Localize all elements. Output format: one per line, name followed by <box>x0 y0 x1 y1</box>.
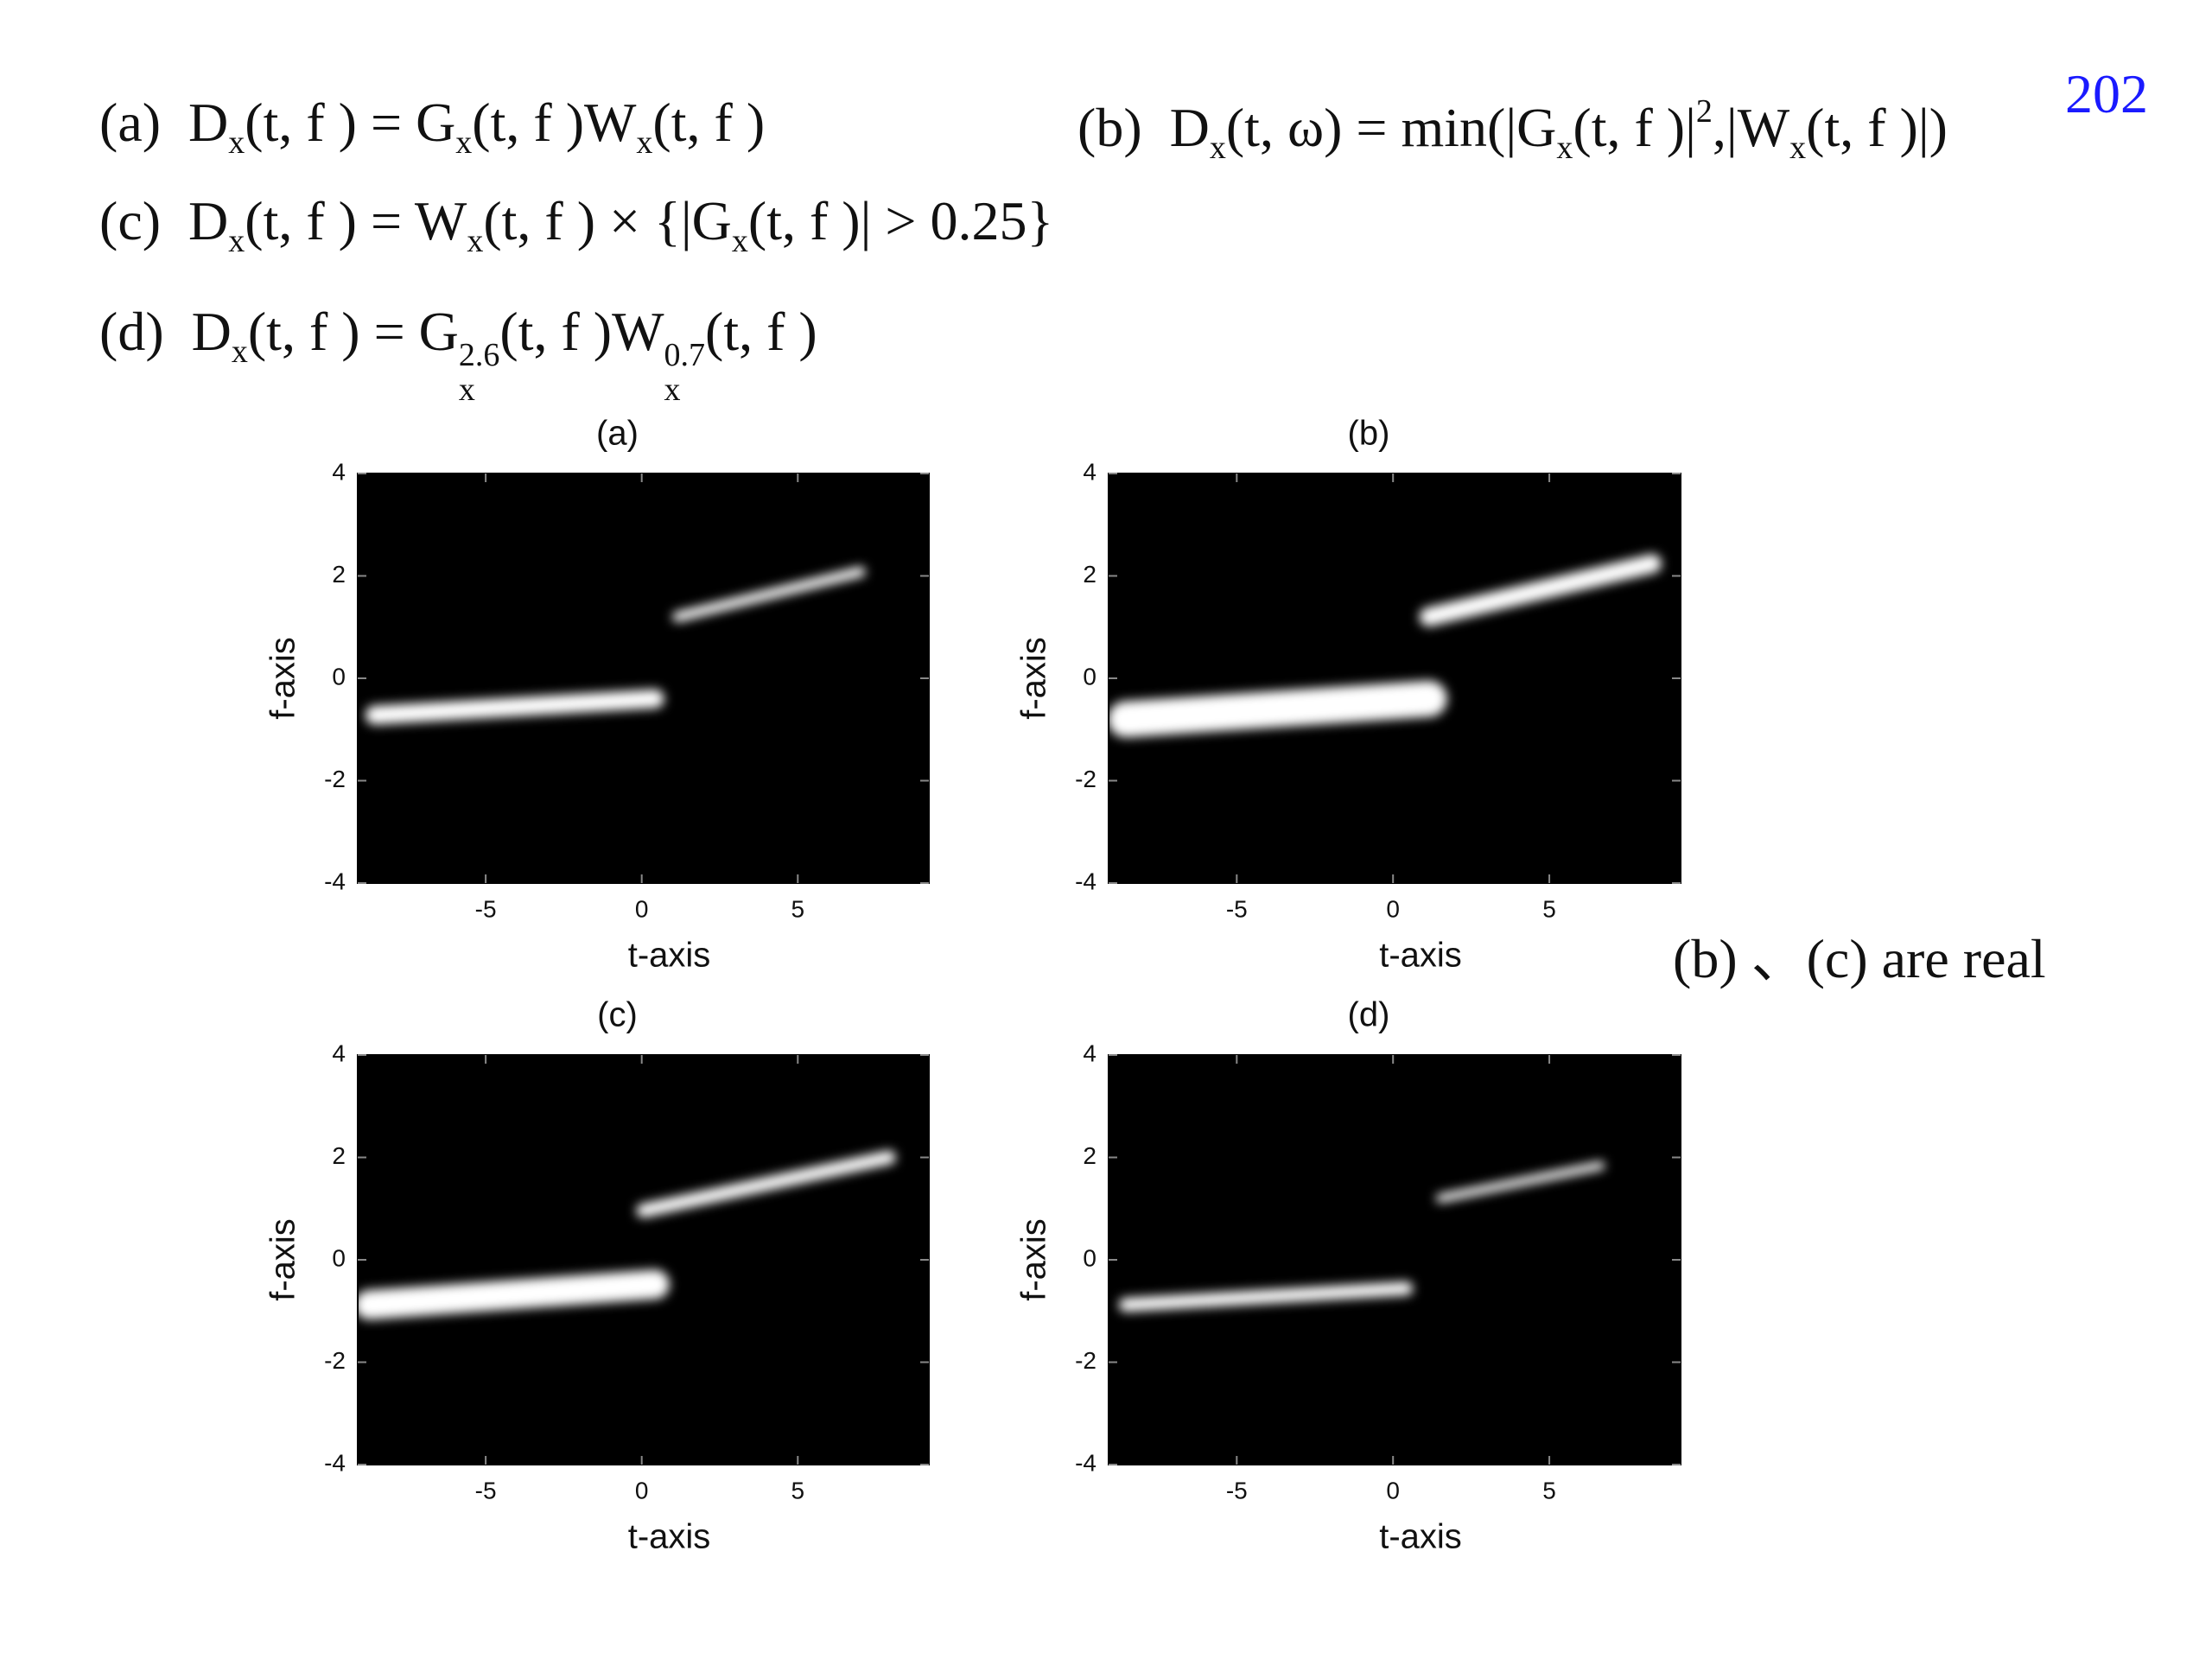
equation-part: x <box>1789 130 1807 166</box>
y-tick-label: 4 <box>1083 458 1096 485</box>
streak <box>1435 1160 1605 1203</box>
y-axis-label: f-axis <box>1015 637 1053 720</box>
equation-part: (t, f ) <box>652 92 766 153</box>
y-tick-label: -2 <box>1075 1347 1096 1374</box>
equation-part: (t, f )|) <box>1806 97 1948 158</box>
plot-area <box>1109 1055 1681 1465</box>
equation: (d) Dx(t, f ) = G 2.6 x (t, f )W 0.7 x (t, f ) <box>99 304 817 408</box>
equation-part: (t, f ) = G <box>245 92 456 153</box>
equation-part: (t, f )W <box>472 92 637 153</box>
y-tick-label: 0 <box>1083 1244 1096 1271</box>
equation-part: (c) D <box>99 190 229 251</box>
equation-part: x <box>228 223 245 259</box>
y-tick-label: -2 <box>1075 766 1096 792</box>
x-tick-label: -5 <box>1226 1477 1248 1503</box>
page-number: 202 <box>2065 63 2148 124</box>
y-tick-label: -2 <box>324 766 346 792</box>
streak <box>636 1150 896 1218</box>
equation-part: (t, ω) = min(|G <box>1225 97 1557 158</box>
y-tick-label: 2 <box>332 561 346 588</box>
y-tick-label: 0 <box>332 1244 346 1271</box>
equation-part: 0.7 <box>664 337 706 373</box>
y-tick-label: 4 <box>332 458 346 485</box>
equation-part: (t, f ) = G <box>247 301 459 362</box>
x-tick-label: 0 <box>635 1477 649 1503</box>
equation-part: x <box>1209 130 1226 166</box>
sup-sub: 0.7 x <box>664 337 706 408</box>
y-tick-label: 0 <box>1083 663 1096 690</box>
y-tick-label: -4 <box>1075 868 1096 894</box>
equation-part: (t, f ) <box>705 301 817 362</box>
y-axis-label: f-axis <box>1015 1218 1053 1301</box>
x-tick-label: 5 <box>791 895 805 922</box>
streak <box>1107 680 1447 738</box>
plot-title: (d) <box>1348 996 1390 1034</box>
equation-part: 2 <box>1695 93 1713 130</box>
equation-part: x <box>231 334 248 370</box>
equation-part: x <box>636 124 653 161</box>
x-tick-label: -5 <box>475 1477 497 1503</box>
equation-part: x <box>458 371 475 408</box>
x-axis-label: t-axis <box>1379 1518 1462 1556</box>
x-tick-label: -5 <box>1226 895 1248 922</box>
x-tick-label: 0 <box>635 895 649 922</box>
equation: (c) Dx(t, f ) = Wx(t, f ) × {|Gx(t, f )|… <box>99 194 1053 259</box>
y-tick-label: 2 <box>1083 561 1096 588</box>
y-axis-label: f-axis <box>264 637 302 720</box>
streak <box>672 566 866 622</box>
plot-area <box>1109 474 1681 883</box>
x-tick-label: 5 <box>1542 895 1556 922</box>
equation-part: (t, f )W <box>499 301 664 362</box>
y-axis-label: f-axis <box>264 1218 302 1301</box>
equation-part: x <box>455 124 473 161</box>
x-tick-label: -5 <box>475 895 497 922</box>
plot-title: (a) <box>596 415 639 453</box>
x-tick-label: 0 <box>1386 895 1400 922</box>
x-axis-label: t-axis <box>1379 937 1462 975</box>
y-tick-label: 4 <box>1083 1039 1096 1066</box>
y-tick-label: -4 <box>324 1449 346 1476</box>
y-tick-label: 2 <box>332 1142 346 1169</box>
sup-sub: 2.6 x <box>458 337 500 408</box>
y-tick-label: -2 <box>324 1347 346 1374</box>
equation-part: x <box>731 223 748 259</box>
x-tick-label: 5 <box>1542 1477 1556 1503</box>
equation-part: x <box>228 124 245 161</box>
streak <box>365 689 664 725</box>
y-tick-label: 2 <box>1083 1142 1096 1169</box>
plot-title: (c) <box>597 996 638 1034</box>
plot-area <box>358 474 929 883</box>
x-axis-label: t-axis <box>628 1518 711 1556</box>
plot-title: (b) <box>1348 415 1390 453</box>
streak <box>1419 554 1662 626</box>
equation-part: (a) D <box>99 92 229 153</box>
y-tick-label: -4 <box>1075 1449 1096 1476</box>
streak <box>1118 1281 1414 1313</box>
equation-part: ,|W <box>1712 97 1790 158</box>
equation-part: (d) D <box>99 301 232 362</box>
equation-part: x <box>664 371 681 408</box>
x-tick-label: 5 <box>791 1477 805 1503</box>
note: (b) 、(c) are real <box>1673 928 2046 989</box>
x-tick-label: 0 <box>1386 1477 1400 1503</box>
equation-part: (t, f ) × {|G <box>483 190 732 251</box>
equation-part: 2.6 <box>458 337 500 373</box>
equation-part: x <box>1556 130 1573 166</box>
plot-area <box>358 1055 929 1465</box>
equation-part: (b) D <box>1077 97 1210 158</box>
y-tick-label: 4 <box>332 1039 346 1066</box>
x-axis-label: t-axis <box>628 937 711 975</box>
y-tick-label: 0 <box>332 663 346 690</box>
equation: (a) Dx(t, f ) = Gx(t, f )Wx(t, f ) <box>99 92 766 161</box>
equation-part: (t, f ) = W <box>245 190 467 251</box>
equation: (b) Dx(t, ω) = min(|Gx(t, f )|2,|Wx(t, f… <box>1077 95 1948 164</box>
y-tick-label: -4 <box>324 868 346 894</box>
equation-part: (t, f )| > 0.25} <box>747 190 1054 251</box>
equation-part: x <box>467 223 484 259</box>
streak <box>354 1269 670 1320</box>
equation-part: (t, f )| <box>1573 97 1696 158</box>
